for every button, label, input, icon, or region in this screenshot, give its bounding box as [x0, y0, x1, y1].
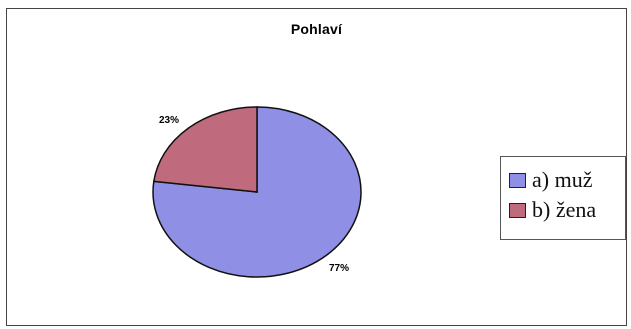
data-label-muz: 77% — [329, 263, 349, 274]
data-label-zena: 23% — [159, 115, 179, 126]
legend-label-muz: a) muž — [532, 167, 593, 192]
legend-item-zena: b) žena — [509, 195, 617, 225]
chart-title: Pohlaví — [290, 21, 343, 37]
legend-label-zena: b) žena — [532, 197, 597, 222]
legend-item-muz: a) muž — [509, 165, 617, 195]
chart-area: Pohlaví 77% 23% a) muž b) žena — [6, 8, 627, 326]
legend: a) muž b) žena — [500, 156, 626, 240]
legend-swatch-muz — [509, 172, 526, 188]
pie-chart: 77% 23% — [152, 106, 362, 278]
pie-slice-zena — [152, 106, 258, 193]
legend-swatch-zena — [509, 202, 526, 218]
